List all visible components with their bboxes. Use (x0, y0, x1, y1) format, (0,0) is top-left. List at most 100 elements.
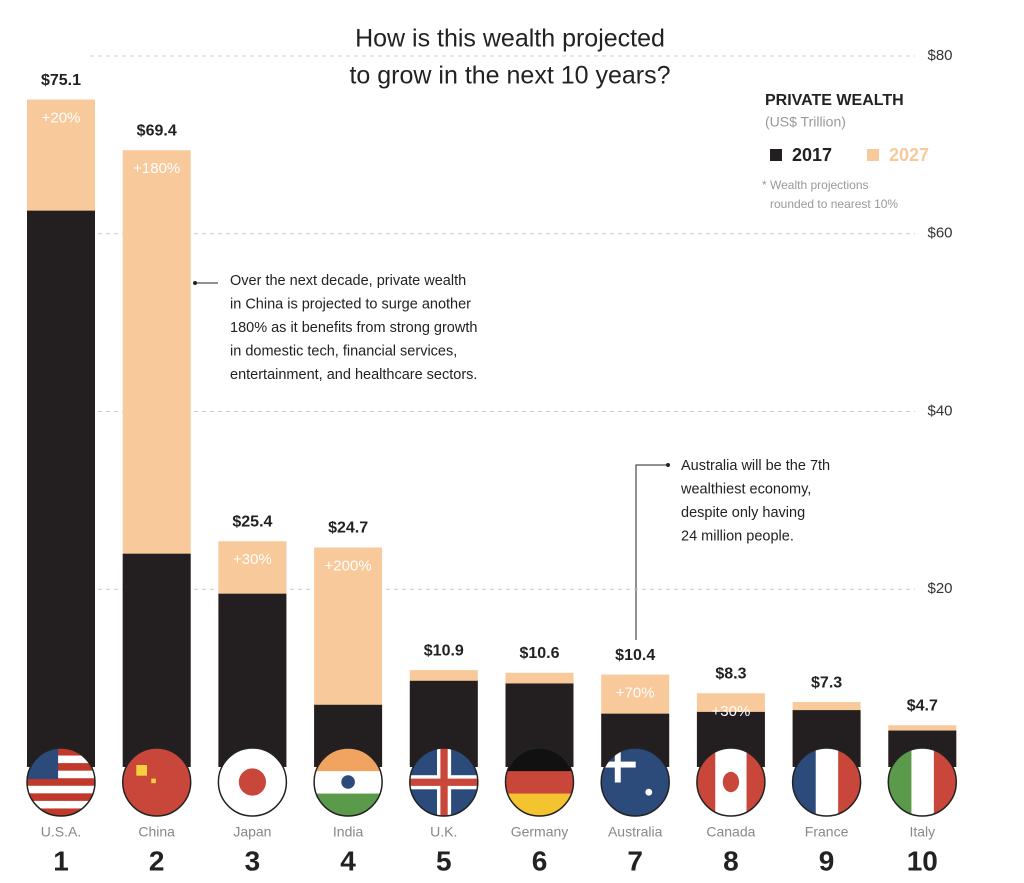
flag-outline (791, 747, 862, 817)
x-tick-label: U.S.A. (41, 824, 81, 840)
bar-2017 (122, 553, 191, 767)
legend-subtitle: (US$ Trillion) (765, 114, 846, 130)
annotation-dot (666, 463, 670, 467)
rank: 1 (53, 845, 69, 876)
growth-label: +20% (42, 110, 81, 127)
annotation: Over the next decade, private wealth (230, 273, 466, 289)
rank: 2 (149, 845, 165, 876)
legend-swatch (770, 149, 782, 161)
flag-outline (313, 747, 383, 817)
flag-part (27, 778, 95, 787)
growth-label: +30% (233, 551, 272, 568)
flag (218, 748, 287, 816)
annotation: despite only having (681, 505, 805, 521)
flag (888, 748, 957, 816)
rank: 9 (819, 845, 835, 876)
flag-part (27, 808, 95, 816)
x-tick-label: France (805, 824, 849, 840)
flag-outline (409, 747, 479, 817)
rank: 3 (245, 845, 261, 876)
value-label: $25.4 (232, 513, 272, 530)
rank: 5 (436, 845, 452, 876)
flag-part (505, 748, 574, 772)
flag (122, 748, 191, 816)
annotation: in domestic tech, financial services, (230, 343, 457, 359)
y-tick-label: $80 (927, 47, 952, 64)
value-label: $10.6 (519, 645, 559, 662)
flag-part (314, 748, 383, 772)
rank: 8 (723, 845, 739, 876)
flag-part (933, 748, 957, 816)
rank: 6 (532, 845, 548, 876)
flag-part (505, 793, 574, 816)
flag-part (27, 793, 95, 802)
annotation: in China is projected to surge another (230, 296, 471, 312)
legend-swatch (867, 149, 879, 161)
flag (505, 748, 574, 816)
value-label: $69.4 (137, 122, 177, 139)
flag-part (136, 765, 147, 776)
annotation: Australia will be the 7th (681, 458, 830, 474)
value-label: $75.1 (41, 72, 81, 89)
x-tick-label: Japan (233, 824, 271, 840)
x-tick-label: Italy (909, 824, 935, 840)
flag-part (27, 800, 95, 809)
flag-part (27, 785, 95, 794)
flag-outline (887, 747, 958, 817)
x-tick-label: Australia (608, 824, 663, 840)
bar-2017 (27, 210, 95, 767)
value-label: $10.4 (615, 647, 655, 664)
flag-part (122, 748, 191, 816)
flag-part (314, 793, 383, 816)
annotation: wealthiest economy, (680, 481, 811, 497)
flag-part (27, 763, 95, 772)
annotation: 24 million people. (681, 528, 794, 544)
legend-label: 2017 (792, 145, 832, 165)
flag-part (792, 748, 817, 816)
chart-title: to grow in the next 10 years? (349, 62, 670, 90)
x-tick-label: Germany (511, 824, 569, 840)
flag-part (409, 778, 478, 786)
note: rounded to nearest 10% (770, 197, 898, 211)
annotation: 180% as it benefits from strong growth (230, 320, 477, 336)
chart-title: How is this wealth projected (355, 25, 665, 53)
flag-part (815, 748, 839, 816)
flag-part (911, 748, 935, 816)
bar-2017 (218, 593, 287, 767)
growth-label: +200% (325, 557, 372, 574)
flag-part (645, 788, 653, 796)
value-label: $4.7 (907, 697, 938, 714)
value-label: $24.7 (328, 520, 368, 537)
growth-label: +30% (712, 703, 751, 720)
x-tick-label: India (333, 824, 364, 840)
x-tick-label: U.K. (430, 824, 457, 840)
flag-part (27, 770, 95, 779)
flag-part (341, 775, 355, 789)
annotation-line (635, 464, 668, 640)
x-tick-label: China (138, 824, 175, 840)
annotation: entertainment, and healthcare sectors. (230, 367, 477, 383)
value-label: $10.9 (424, 642, 464, 659)
flag-part (27, 748, 95, 757)
rank: 4 (340, 845, 356, 876)
flag (314, 748, 383, 816)
value-label: $8.3 (715, 665, 746, 682)
flag-outline (600, 747, 670, 817)
rank: 10 (907, 845, 938, 876)
flag-part (601, 748, 670, 816)
rank: 7 (627, 845, 643, 876)
flag-part (27, 755, 95, 764)
y-tick-label: $40 (927, 402, 952, 419)
flag-part (614, 748, 621, 783)
legend-title: PRIVATE WEALTH (765, 92, 904, 109)
flag-part (888, 748, 912, 816)
flag-part (838, 748, 861, 816)
flag-part (238, 768, 266, 796)
flag-outline (26, 747, 96, 817)
legend-label: 2027 (889, 145, 929, 165)
flag-outline (696, 747, 766, 817)
growth-label: +180% (133, 160, 180, 177)
growth-label: +70% (616, 685, 655, 702)
flag-outline (121, 747, 192, 817)
